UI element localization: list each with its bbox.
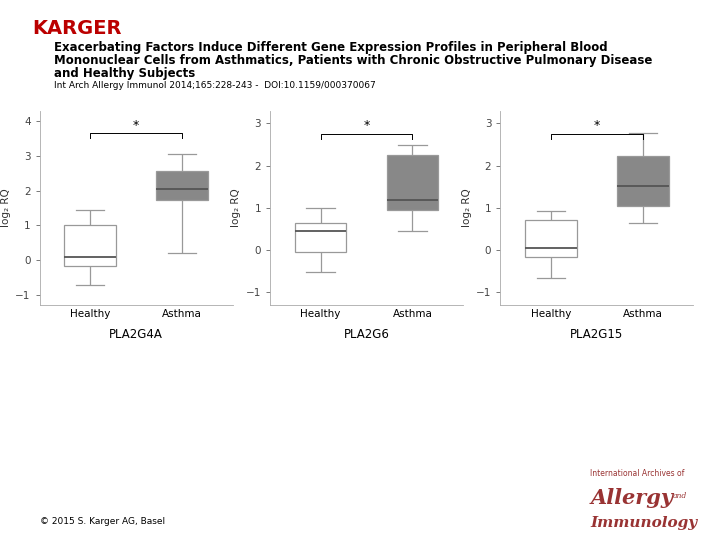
Text: Exacerbating Factors Induce Different Gene Expression Profiles in Peripheral Blo: Exacerbating Factors Induce Different Ge… [54, 40, 608, 53]
Text: KARGER: KARGER [32, 19, 122, 38]
X-axis label: PLA2G15: PLA2G15 [570, 328, 624, 341]
Text: © 2015 S. Karger AG, Basel: © 2015 S. Karger AG, Basel [40, 517, 165, 526]
Bar [387, 155, 438, 210]
Bar [525, 220, 577, 256]
Y-axis label: log₂ RQ: log₂ RQ [1, 188, 11, 227]
X-axis label: PLA2G6: PLA2G6 [343, 328, 390, 341]
Text: *: * [594, 119, 600, 132]
Bar [156, 172, 208, 200]
Text: *: * [364, 119, 369, 132]
Bar [64, 225, 116, 266]
Text: *: * [133, 119, 139, 132]
X-axis label: PLA2G4A: PLA2G4A [109, 328, 163, 341]
Y-axis label: log₂ RQ: log₂ RQ [231, 188, 241, 227]
Y-axis label: log₂ RQ: log₂ RQ [462, 188, 472, 227]
Text: Mononuclear Cells from Asthmatics, Patients with Chronic Obstructive Pulmonary D: Mononuclear Cells from Asthmatics, Patie… [54, 54, 652, 67]
Text: Immunology: Immunology [590, 516, 698, 530]
Text: International Archives of: International Archives of [590, 469, 685, 478]
Text: Allergy: Allergy [590, 488, 673, 508]
Text: and Healthy Subjects: and Healthy Subjects [54, 68, 195, 80]
Bar [294, 222, 346, 252]
Bar [617, 157, 669, 206]
Text: and: and [673, 491, 688, 500]
Text: Int Arch Allergy Immunol 2014;165:228-243 -  DOI:10.1159/000370067: Int Arch Allergy Immunol 2014;165:228-24… [54, 81, 376, 90]
